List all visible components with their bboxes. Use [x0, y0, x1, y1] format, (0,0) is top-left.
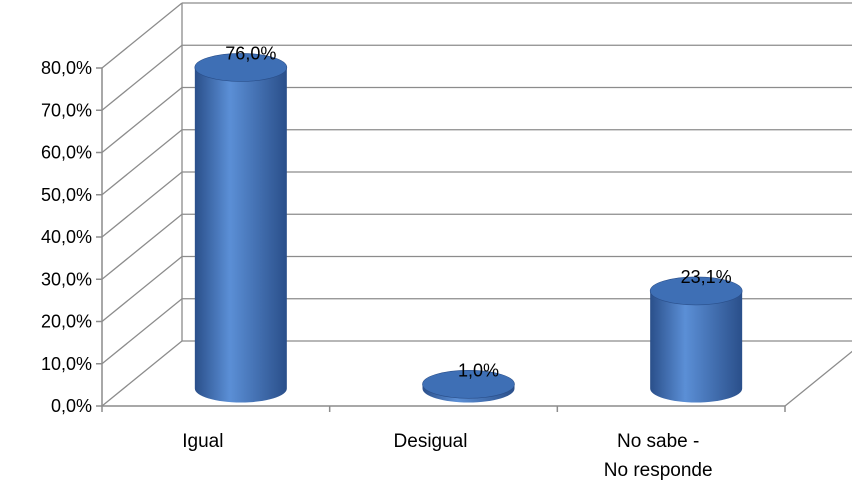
- y-tick-label: 80,0%: [41, 58, 92, 78]
- bar-cylinder: [649, 276, 743, 403]
- gridline-side: [101, 298, 183, 365]
- gridline-side: [101, 213, 183, 280]
- bar-body: [650, 290, 743, 403]
- y-tick-label: 20,0%: [41, 312, 92, 332]
- y-tick-labels: 0,0% 10,0% 20,0% 30,0% 40,0% 50,0% 60,0% 70,0% 8…: [41, 58, 92, 416]
- bar-cylinder: [422, 369, 515, 403]
- y-tick-label: 0,0%: [51, 396, 92, 416]
- data-label: 76,0%: [225, 43, 276, 63]
- data-label: 1,0%: [458, 360, 499, 380]
- gridline-side: [101, 129, 183, 196]
- category-label: No responde: [604, 460, 713, 481]
- data-labels: 76,0% 1,0% 23,1%: [225, 43, 731, 380]
- y-tick-label: 10,0%: [41, 354, 92, 374]
- floor-right-edge: [784, 350, 852, 407]
- bar-cylinder: [194, 53, 288, 403]
- bar-top: [194, 53, 288, 82]
- gridline-side: [101, 44, 183, 111]
- bar-top: [422, 369, 515, 399]
- category-label: Igual: [182, 431, 223, 452]
- y-tick-label: 30,0%: [41, 269, 92, 289]
- axes: [96, 67, 786, 412]
- y-tick-label: 60,0%: [41, 143, 92, 163]
- gridline-side: [101, 2, 183, 69]
- category-label: Desigual: [394, 431, 468, 452]
- bars: [194, 53, 743, 403]
- gridline-side: [101, 340, 183, 407]
- gridline-side: [101, 171, 183, 238]
- gridline-side: [101, 255, 183, 323]
- data-label: 23,1%: [681, 267, 732, 287]
- gridline-side: [101, 86, 183, 154]
- category-label: No sabe -: [617, 431, 699, 452]
- bar-top: [649, 276, 743, 306]
- y-tick-label: 50,0%: [41, 185, 92, 205]
- category-labels: Igual Desigual No sabe - No responde: [182, 431, 712, 481]
- y-tick-label: 70,0%: [41, 100, 92, 120]
- bar-body: [194, 67, 287, 403]
- gridlines: [101, 2, 852, 407]
- y-tick-label: 40,0%: [41, 227, 92, 247]
